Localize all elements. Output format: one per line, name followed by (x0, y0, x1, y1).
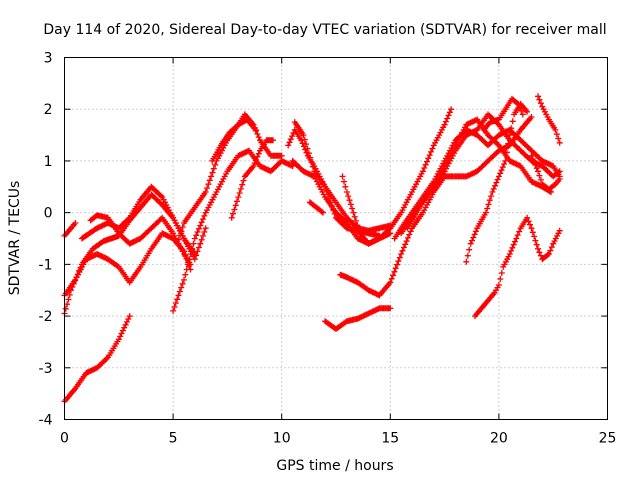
y-tick-label: 0 (44, 206, 53, 222)
y-tick-label: -2 (39, 309, 53, 325)
y-tick-label: -1 (39, 257, 53, 273)
series-markers (209, 116, 259, 164)
series-track-p (322, 305, 394, 332)
x-tick-label: 20 (490, 431, 508, 447)
series-markers (535, 93, 563, 146)
series-track-o (339, 173, 394, 247)
y-tick-label: -3 (39, 361, 53, 377)
series-track-v (463, 101, 531, 265)
x-axis-label: GPS time / hours (276, 458, 393, 474)
series-track-y (535, 93, 563, 146)
y-tick-label: 3 (44, 51, 53, 67)
y-axis-label: SDTVAR / TECUs (7, 181, 23, 296)
chart-title: Day 114 of 2020, Sidereal Day-to-day VTE… (43, 22, 606, 38)
data-points (61, 93, 563, 405)
series-track-w (472, 214, 563, 320)
series-markers (387, 106, 455, 232)
series-track-i (228, 137, 276, 221)
series-markers (463, 101, 531, 265)
series-track-f (87, 212, 194, 268)
series-track-m (291, 119, 383, 239)
series-markers (61, 313, 133, 405)
series-track-j (209, 116, 259, 164)
x-tick-label: 15 (381, 431, 399, 447)
axis-ticks: 0 5 10 15 20 25 -4 -3 -2 -1 0 1 2 3 (39, 51, 617, 447)
series-track-a (61, 313, 133, 405)
x-tick-label: 0 (60, 431, 69, 447)
series-track-g (170, 147, 296, 314)
y-tick-label: -4 (39, 413, 53, 429)
series-track-u (404, 116, 554, 232)
series-markers (528, 152, 563, 193)
x-tick-label: 5 (169, 431, 178, 447)
series-track-x (480, 95, 526, 133)
x-tick-label: 25 (599, 431, 617, 447)
y-tick-label: 2 (44, 102, 53, 118)
series-markers (472, 214, 563, 320)
series-markers (322, 305, 394, 332)
series-markers (87, 212, 194, 268)
series-markers (170, 147, 296, 314)
y-tick-label: 1 (44, 154, 53, 170)
series-markers (228, 137, 276, 221)
series-track-n (306, 199, 326, 216)
series-markers (306, 199, 326, 216)
series-markers (339, 173, 394, 247)
plot-frame (64, 57, 608, 420)
series-markers (291, 119, 383, 239)
series-markers (480, 95, 526, 133)
x-tick-label: 10 (273, 431, 291, 447)
series-markers (404, 116, 554, 232)
series-track-r (387, 106, 455, 232)
series-track-z (528, 152, 563, 193)
